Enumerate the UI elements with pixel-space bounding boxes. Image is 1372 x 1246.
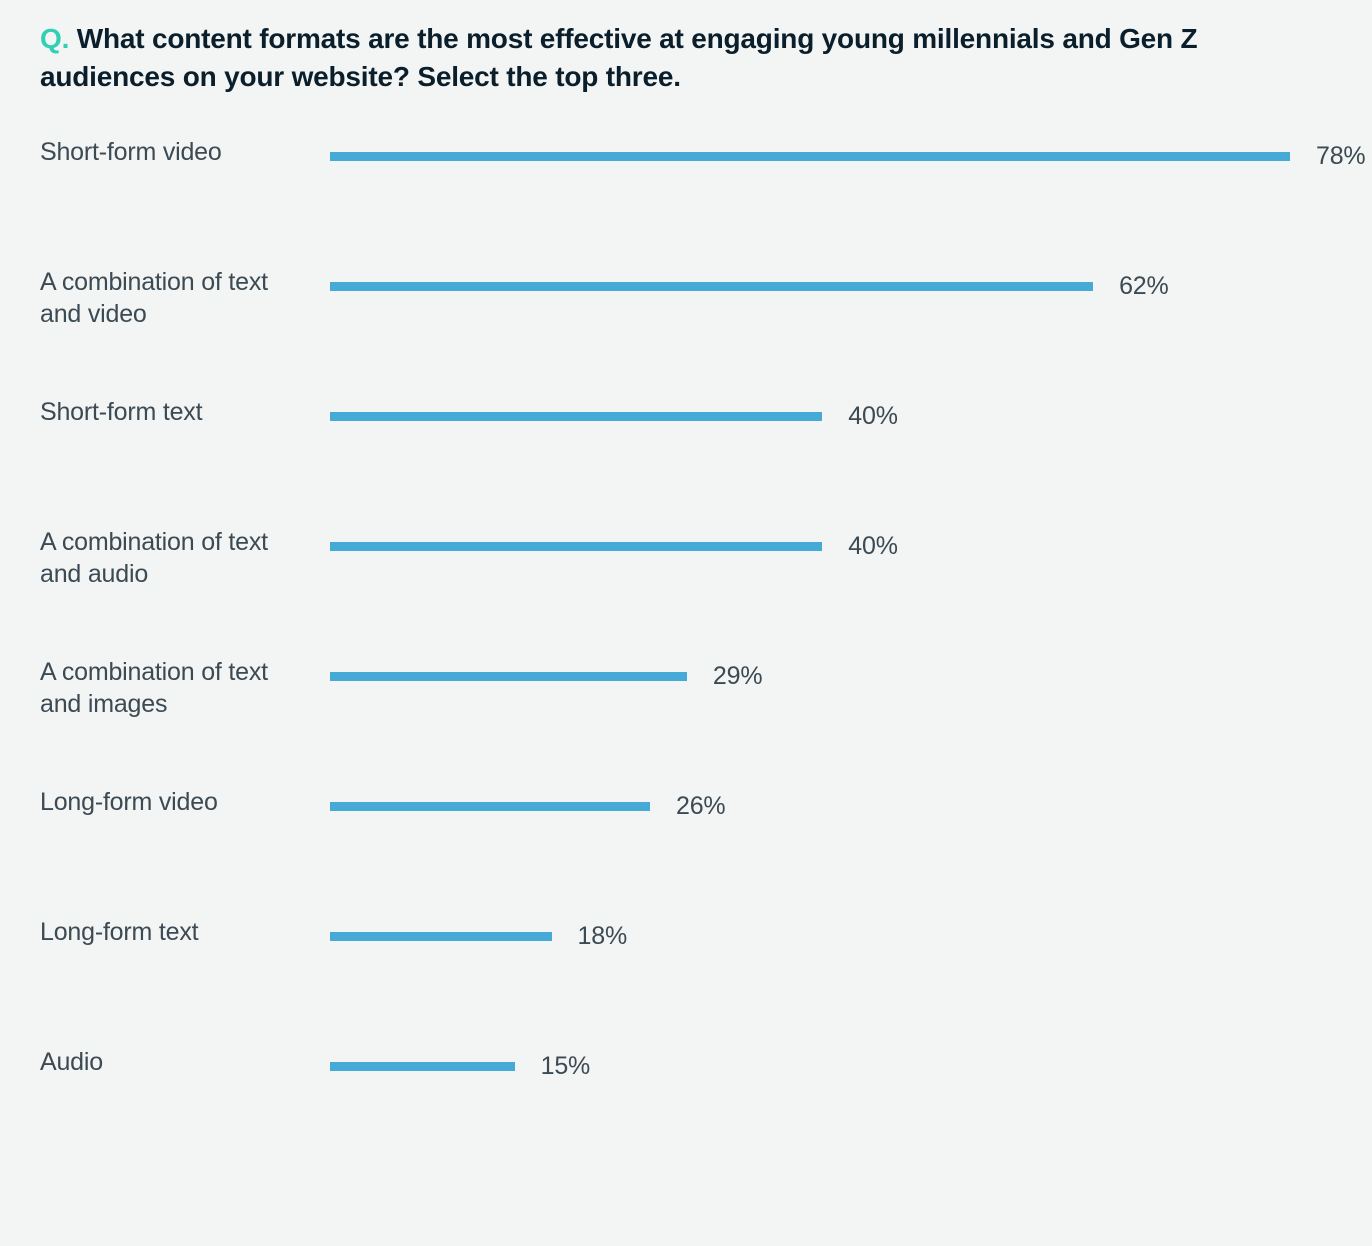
bar bbox=[330, 412, 822, 421]
row-label: A combination of text and audio bbox=[40, 526, 330, 591]
row-label: A combination of text and images bbox=[40, 656, 330, 721]
value-label: 62% bbox=[1119, 274, 1168, 299]
bar bbox=[330, 1062, 515, 1071]
chart-row: Long-form text 18% bbox=[40, 916, 1332, 1046]
bar bbox=[330, 542, 822, 551]
bar bbox=[330, 282, 1093, 291]
bar-area: 15% bbox=[330, 1046, 1332, 1079]
value-label: 29% bbox=[713, 664, 762, 689]
value-label: 26% bbox=[676, 794, 725, 819]
chart-question: Q. What content formats are the most eff… bbox=[40, 20, 1332, 96]
row-label: Long-form video bbox=[40, 786, 330, 819]
question-prefix: Q. bbox=[40, 23, 69, 54]
row-label: Audio bbox=[40, 1046, 330, 1079]
chart-container: Q. What content formats are the most eff… bbox=[0, 0, 1372, 1216]
bar-area: 18% bbox=[330, 916, 1332, 949]
bar-area: 26% bbox=[330, 786, 1332, 819]
bar bbox=[330, 152, 1290, 161]
bar-area: 78% bbox=[330, 136, 1365, 169]
chart-row: A combination of text and images 29% bbox=[40, 656, 1332, 786]
bar-area: 40% bbox=[330, 526, 1332, 559]
row-label: Short-form video bbox=[40, 136, 330, 169]
chart-row: Short-form text 40% bbox=[40, 396, 1332, 526]
chart-row: Short-form video78% bbox=[40, 136, 1332, 266]
value-label: 15% bbox=[541, 1054, 590, 1079]
question-text: What content formats are the most effect… bbox=[40, 23, 1197, 92]
bar-area: 29% bbox=[330, 656, 1332, 689]
row-label: A combination of text and video bbox=[40, 266, 330, 331]
value-label: 18% bbox=[578, 924, 627, 949]
bar bbox=[330, 672, 687, 681]
bar-area: 40% bbox=[330, 396, 1332, 429]
chart-row: A combination of text and video 62% bbox=[40, 266, 1332, 396]
bar bbox=[330, 802, 650, 811]
row-label: Short-form text bbox=[40, 396, 330, 429]
bar-area: 62% bbox=[330, 266, 1332, 299]
row-label: Long-form text bbox=[40, 916, 330, 949]
bar bbox=[330, 932, 552, 941]
chart-row: Long-form video 26% bbox=[40, 786, 1332, 916]
chart-row: Audio 15% bbox=[40, 1046, 1332, 1176]
value-label: 40% bbox=[848, 534, 897, 559]
chart-rows: Short-form video78%A combination of text… bbox=[40, 136, 1332, 1176]
chart-row: A combination of text and audio 40% bbox=[40, 526, 1332, 656]
value-label: 40% bbox=[848, 404, 897, 429]
value-label: 78% bbox=[1316, 144, 1365, 169]
